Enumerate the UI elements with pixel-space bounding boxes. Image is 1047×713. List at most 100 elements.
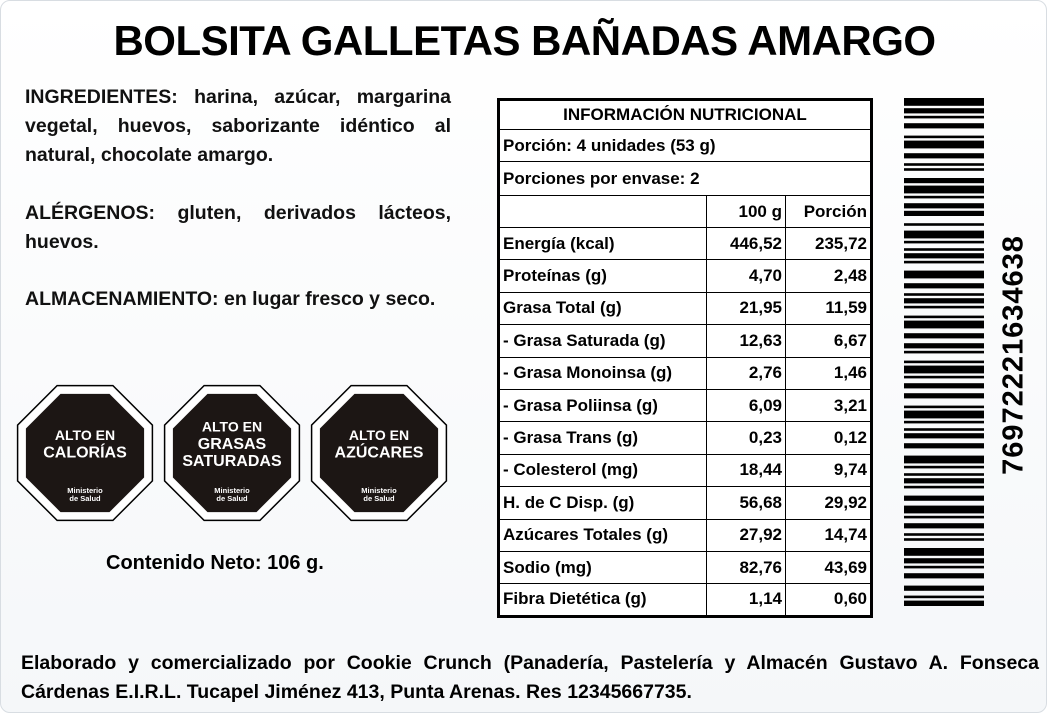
barcode-bar xyxy=(904,533,984,536)
nutrition-row: - Grasa Poliinsa (g) 6,09 3,21 xyxy=(498,388,872,423)
nutrient-value: 29,92 xyxy=(785,486,872,520)
barcode-bar xyxy=(904,515,984,519)
nutrition-row: - Grasa Saturada (g) 12,63 6,67 xyxy=(498,324,872,358)
nutrient-value: 12,63 xyxy=(706,324,786,358)
barcode-bar xyxy=(904,360,984,364)
portion: Porción: 4 unidades (53 g) xyxy=(498,129,872,162)
barcode-bar xyxy=(904,153,984,159)
storage-text: en lugar fresco y seco. xyxy=(223,288,436,310)
nutrition-row: H. de C Disp. (g) 56,68 29,92 xyxy=(498,486,872,520)
nutrient-value: 27,92 xyxy=(706,518,786,552)
barcode-bar xyxy=(904,420,984,424)
barcode-bar xyxy=(904,293,984,296)
barcode-bar xyxy=(904,350,984,354)
nutrient-value: 18,44 xyxy=(706,453,786,488)
barcode-bar xyxy=(904,585,984,591)
nutrient-name: Energía (kcal) xyxy=(498,226,707,261)
product-title: BOLSITA GALLETAS BAÑADAS AMARGO xyxy=(113,17,936,64)
barcode-bar xyxy=(904,223,984,226)
nutrient-value: 0,12 xyxy=(785,421,872,455)
barcode-bar xyxy=(904,178,984,184)
barcode-bar xyxy=(904,240,984,244)
barcode-bar xyxy=(904,343,984,349)
barcode-bar xyxy=(904,248,984,251)
barcode-bar xyxy=(904,573,984,579)
nutrient-value: 235,72 xyxy=(785,226,872,261)
barcode-bar xyxy=(904,595,984,599)
seal-ministry: Ministerio xyxy=(67,486,103,495)
barcode-bar xyxy=(904,600,984,606)
nutrition-row: Energía (kcal) 446,52 235,72 xyxy=(498,226,872,261)
barcode-bar xyxy=(904,163,984,166)
barcode-number: 76972221634638 xyxy=(997,235,1030,475)
barcode-bar xyxy=(904,505,984,514)
seal-ministry: de Salud xyxy=(216,494,248,503)
net-content: Contenido Neto: 106 g. xyxy=(106,552,324,574)
seal-text: ALTO EN xyxy=(349,427,409,443)
barcode-bar xyxy=(904,140,984,149)
barcode-bar xyxy=(904,203,984,209)
nutrition-row: Sodio (mg) 82,76 43,69 xyxy=(498,550,872,585)
seal-ministry: Ministerio xyxy=(361,486,397,495)
nutrient-name: Sodio (mg) xyxy=(498,550,707,585)
barcode-bar xyxy=(904,365,984,374)
barcode-bar xyxy=(904,523,984,529)
seal xyxy=(172,393,292,513)
barcode-bar xyxy=(904,455,984,464)
barcode-bar xyxy=(904,478,984,484)
seal-ministry: de Salud xyxy=(69,494,101,503)
portions-per-pack: Porciones por envase: 2 xyxy=(498,161,872,196)
nutrient-value: 6,09 xyxy=(706,388,786,423)
barcode-bar xyxy=(904,298,984,304)
column-header: 100 g xyxy=(706,195,786,228)
nutrient-value: 6,67 xyxy=(785,324,872,358)
nutrient-name: - Grasa Monoinsa (g) xyxy=(498,356,707,390)
barcode-bar xyxy=(904,383,984,389)
barcode-bar xyxy=(904,320,984,329)
barcode-bar xyxy=(904,428,984,431)
barcode-bar xyxy=(904,108,984,114)
barcode-bar xyxy=(904,168,984,171)
barcode-bar xyxy=(904,185,984,194)
barcode-bar xyxy=(904,558,984,564)
barcode-bar xyxy=(904,538,984,541)
nutrient-value: 9,74 xyxy=(785,453,872,488)
nutrient-value: 11,59 xyxy=(785,291,872,326)
nutrition-row: Fibra Dietética (g) 1,14 0,60 xyxy=(498,583,872,617)
nutrient-name: H. de C Disp. (g) xyxy=(498,486,707,520)
barcode-bar xyxy=(904,230,984,239)
nutrition-row: Grasa Total (g) 21,95 11,59 xyxy=(498,291,872,326)
nutrition-title: INFORMACIÓN NUTRICIONAL xyxy=(498,99,872,130)
barcode-bar xyxy=(904,433,984,439)
nutrient-name: - Grasa Trans (g) xyxy=(498,421,707,455)
barcode-bar xyxy=(904,98,984,106)
barcode-bar xyxy=(904,443,984,449)
seal-text: CALORÍAS xyxy=(43,443,127,462)
nutrient-value: 14,74 xyxy=(785,518,872,552)
nutrition-row: Azúcares Totales (g) 27,92 14,74 xyxy=(498,518,872,552)
nutrient-value: 0,23 xyxy=(706,421,786,455)
nutrient-value: 4,70 xyxy=(706,259,786,293)
nutrient-value: 56,68 xyxy=(706,486,786,520)
barcode-bar xyxy=(904,410,984,419)
nutrient-value: 0,60 xyxy=(785,583,872,617)
nutrient-name: - Colesterol (mg) xyxy=(498,453,707,488)
barcode-bar xyxy=(904,253,984,259)
seal-text: ALTO EN xyxy=(55,427,115,443)
barcode-bar xyxy=(904,565,984,569)
nutrition-row: - Colesterol (mg) 18,44 9,74 xyxy=(498,453,872,488)
nutrient-value: 21,95 xyxy=(706,291,786,326)
nutrient-value: 446,52 xyxy=(706,226,786,261)
nutrient-name: Fibra Dietética (g) xyxy=(498,583,707,617)
allergens-text: gluten, derivados lácteos, huevos. xyxy=(25,202,452,253)
footer: Elaborado y comercializado por Cookie Cr… xyxy=(21,652,1039,703)
seal-ministry: Ministerio xyxy=(214,486,250,495)
barcode-bar xyxy=(904,315,984,319)
allergens-label: ALÉRGENOS: xyxy=(25,202,156,224)
barcode-bar xyxy=(904,485,984,489)
nutrient-value: 2,76 xyxy=(706,356,786,390)
nutrient-value: 82,76 xyxy=(706,550,786,585)
barcode-bar xyxy=(904,333,984,339)
barcode-bar xyxy=(904,405,984,409)
